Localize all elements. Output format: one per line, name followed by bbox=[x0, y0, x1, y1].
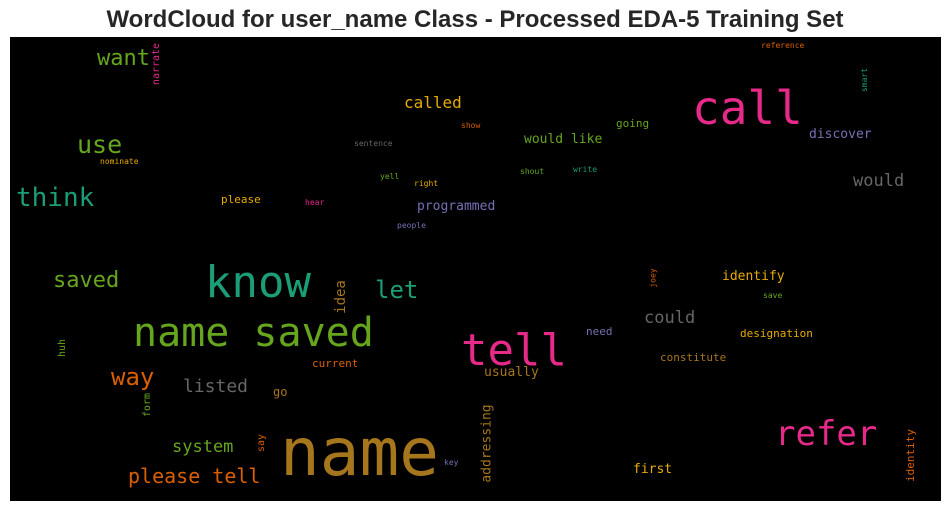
word-think: think bbox=[16, 183, 95, 213]
word-know: know bbox=[205, 257, 311, 308]
word-first: first bbox=[633, 462, 673, 477]
chart-title: WordCloud for user_name Class - Processe… bbox=[106, 6, 844, 33]
word-narrate: narrate bbox=[151, 42, 163, 86]
word-constitute: constitute bbox=[660, 351, 727, 364]
word-cloud-canvas: name know name saved call tell refer thi… bbox=[10, 37, 941, 501]
word-need: need bbox=[586, 325, 613, 338]
word-form: form bbox=[142, 392, 154, 418]
word-want: want bbox=[97, 46, 150, 71]
word-discover: discover bbox=[809, 127, 872, 142]
word-idea: idea bbox=[332, 280, 349, 314]
word-please: please bbox=[221, 193, 261, 206]
word-write: write bbox=[573, 165, 598, 174]
word-yell: yell bbox=[380, 172, 400, 181]
word-name-saved: name saved bbox=[133, 310, 374, 356]
word-tell: tell bbox=[461, 325, 567, 376]
word-system: system bbox=[172, 437, 234, 457]
word-going: going bbox=[616, 117, 650, 130]
word-identity: identity bbox=[903, 429, 917, 482]
word-go: go bbox=[273, 385, 288, 399]
word-would-like: would like bbox=[524, 132, 603, 147]
word-designation: designation bbox=[740, 327, 813, 340]
word-save: save bbox=[763, 291, 783, 300]
word-reference: reference bbox=[761, 41, 805, 50]
word-saved: saved bbox=[53, 268, 120, 293]
word-show: show bbox=[461, 121, 481, 130]
word-usually: usually bbox=[484, 365, 539, 380]
word-programmed: programmed bbox=[417, 199, 496, 214]
word-current: current bbox=[312, 357, 359, 370]
word-would: would bbox=[853, 171, 905, 191]
word-hear: hear bbox=[305, 198, 325, 207]
word-let: let bbox=[375, 276, 419, 304]
word-called: called bbox=[404, 93, 462, 112]
word-addressing: addressing bbox=[479, 404, 495, 483]
word-use: use bbox=[77, 130, 123, 159]
word-name: name bbox=[280, 414, 439, 491]
word-key: key bbox=[444, 458, 459, 467]
word-shout: shout bbox=[520, 167, 545, 176]
word-right: right bbox=[414, 179, 439, 188]
word-joey: joey bbox=[648, 268, 658, 288]
word-listed: listed bbox=[183, 376, 249, 397]
word-sentence: sentence bbox=[354, 139, 393, 148]
word-call: call bbox=[692, 81, 803, 135]
word-identify: identify bbox=[722, 269, 785, 284]
word-way: way bbox=[111, 363, 155, 391]
word-nominate: nominate bbox=[100, 157, 139, 166]
word-people: people bbox=[397, 221, 426, 230]
word-huh: huh bbox=[57, 338, 69, 358]
word-smart: smart bbox=[860, 67, 870, 93]
word-say: say bbox=[256, 433, 268, 453]
word-please-tell: please tell bbox=[128, 464, 261, 488]
word-could: could bbox=[644, 308, 696, 328]
word-refer: refer bbox=[775, 414, 878, 454]
